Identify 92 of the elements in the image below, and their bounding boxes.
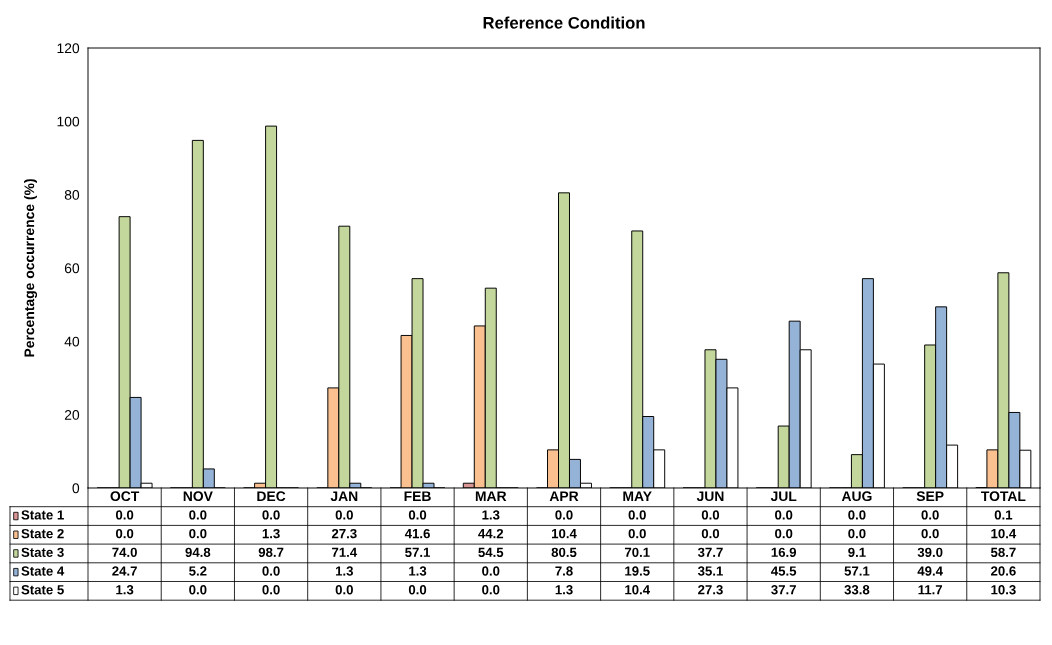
- x-tick-label: NOV: [183, 491, 213, 502]
- data-label: 5.2: [189, 566, 207, 576]
- data-label: 0.0: [848, 510, 866, 520]
- data-label: 80.5: [551, 547, 577, 557]
- data-label: 0.0: [921, 510, 939, 520]
- data-label: 0.0: [921, 528, 939, 539]
- data-label: 0.0: [189, 585, 207, 595]
- data-label: 20.6: [991, 566, 1016, 576]
- data-label: 1.3: [116, 585, 134, 595]
- data-label: 94.8: [185, 547, 211, 557]
- y-tick-label: 120: [57, 43, 80, 54]
- y-tick-label: 40: [64, 336, 80, 347]
- data-label: 37.7: [771, 585, 796, 595]
- data-label: 19.5: [625, 566, 650, 576]
- data-label: 45.5: [771, 566, 797, 576]
- x-tick-label: MAY: [623, 491, 652, 501]
- data-label: 0.0: [189, 528, 207, 539]
- y-tick-label: 80: [64, 190, 80, 200]
- data-label: 0.0: [701, 528, 720, 539]
- data-label: 0.0: [482, 585, 500, 595]
- y-tick-label: 0: [72, 483, 80, 494]
- data-label: 57.1: [844, 566, 870, 576]
- data-label: 98.7: [258, 547, 284, 557]
- data-label: 0.0: [262, 510, 280, 520]
- data-label: 41.6: [404, 528, 430, 539]
- data-label: 1.3: [409, 566, 427, 576]
- x-tick-label: JAN: [330, 491, 358, 502]
- legend-label: State 1: [21, 510, 64, 520]
- data-label: 10.4: [625, 585, 650, 595]
- data-label: 39.0: [917, 547, 943, 558]
- data-label: 0.0: [115, 510, 134, 520]
- data-label: 71.4: [332, 547, 358, 557]
- legend-label: State 5: [21, 585, 64, 595]
- data-label: 0.0: [262, 566, 280, 576]
- y-tick-label: 20: [64, 410, 80, 420]
- data-label: 0.0: [408, 585, 427, 595]
- data-label: 0.0: [848, 528, 866, 539]
- data-label: 10.4: [991, 528, 1017, 539]
- data-label: 24.7: [112, 566, 137, 576]
- data-label: 0.0: [775, 528, 793, 539]
- x-tick-label: SEP: [916, 491, 944, 502]
- y-axis-title: Percentage occurrence (%): [24, 179, 38, 357]
- data-label: 74.0: [112, 547, 137, 557]
- data-label: 57.1: [405, 547, 431, 557]
- x-tick-label: APR: [549, 491, 579, 501]
- x-tick-label: TOTAL: [981, 491, 1026, 502]
- data-label: 1.3: [482, 510, 500, 520]
- data-label: 33.8: [844, 585, 870, 595]
- y-tick-label: 60: [64, 263, 80, 274]
- data-label: 27.3: [698, 585, 723, 595]
- data-label: 9.1: [848, 547, 866, 557]
- legend-label: State 3: [21, 547, 64, 558]
- x-tick-label: JUL: [770, 491, 797, 502]
- data-label: 44.2: [478, 528, 504, 539]
- data-label: 54.5: [478, 547, 504, 557]
- data-label: 70.1: [624, 547, 650, 557]
- data-label: 0.1: [994, 510, 1013, 520]
- data-label: 0.0: [482, 566, 500, 576]
- x-tick-label: DEC: [257, 491, 286, 502]
- data-label: 0.0: [262, 585, 280, 595]
- data-label: 10.4: [551, 528, 577, 539]
- data-label: 1.3: [555, 585, 573, 595]
- data-label: 1.3: [262, 528, 280, 539]
- data-label: 0.0: [628, 510, 646, 520]
- data-label: 35.1: [697, 566, 723, 576]
- data-label: 0.0: [115, 528, 134, 539]
- data-label: 37.7: [697, 547, 723, 558]
- y-tick-label: 100: [57, 116, 80, 127]
- data-label: 16.9: [771, 547, 797, 557]
- legend-label: State 2: [21, 528, 64, 539]
- data-label: 1.3: [335, 566, 353, 576]
- x-tick-label: JUN: [696, 491, 724, 502]
- data-label: 0.0: [335, 510, 353, 520]
- x-tick-label: AUG: [841, 491, 872, 502]
- data-label: 7.8: [555, 566, 573, 576]
- x-tick-label: FEB: [404, 491, 431, 501]
- data-label: 0.0: [408, 510, 427, 520]
- data-label: 0.0: [701, 510, 720, 520]
- data-label: 49.4: [917, 566, 943, 576]
- data-label: 0.0: [335, 585, 353, 595]
- data-label: 11.7: [918, 585, 943, 595]
- data-label: 58.7: [990, 547, 1016, 557]
- data-label: 0.0: [189, 510, 207, 520]
- data-label: 0.0: [555, 510, 573, 520]
- x-tick-label: MAR: [475, 491, 507, 501]
- data-label: 27.3: [331, 528, 357, 539]
- data-label: 0.0: [628, 528, 646, 539]
- x-tick-label: OCT: [110, 491, 140, 502]
- data-label: 0.0: [775, 510, 793, 520]
- chart-title: Reference Condition: [483, 16, 645, 29]
- data-label: 10.3: [991, 585, 1016, 595]
- legend-label: State 4: [21, 566, 65, 576]
